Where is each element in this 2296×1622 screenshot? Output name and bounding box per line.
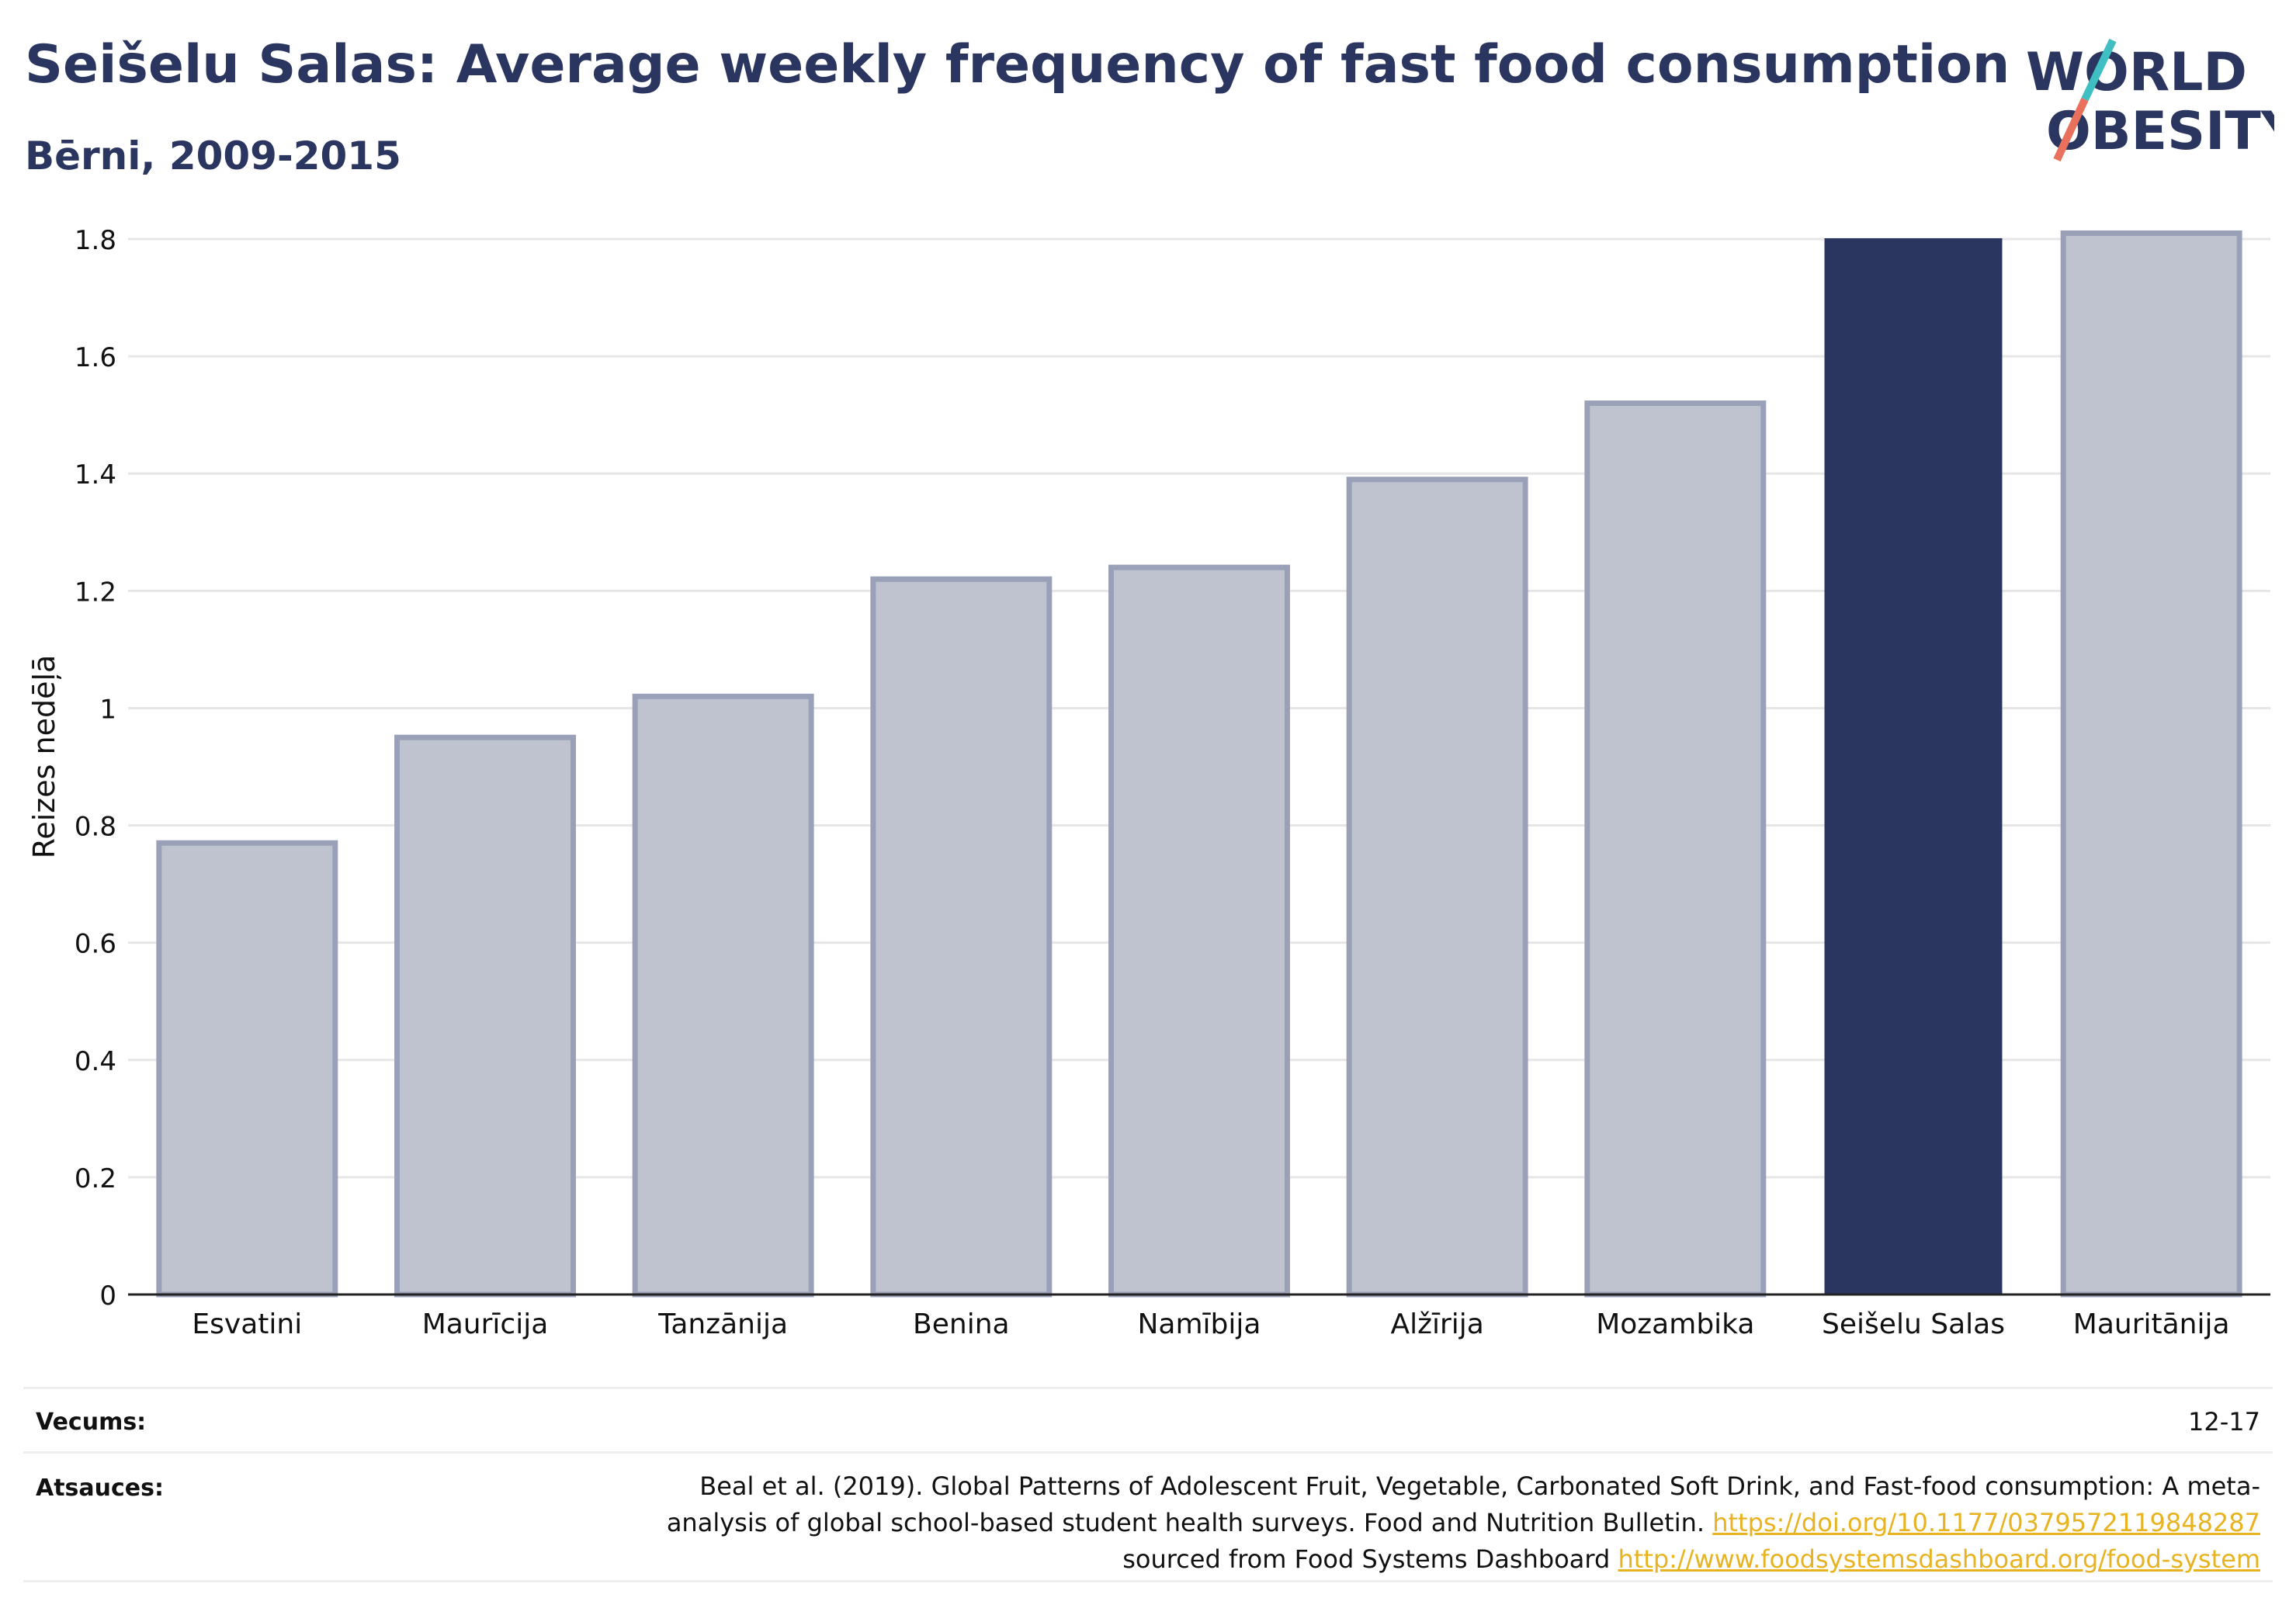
logo-graphic: WORLD OBESITY xyxy=(2026,38,2274,162)
age-value: 12-17 xyxy=(2188,1407,2260,1437)
bar-esvatini[interactable] xyxy=(156,840,338,1298)
x-tick-label: Maurīcija xyxy=(422,1308,549,1340)
sources-label: Atsauces: xyxy=(36,1475,164,1502)
x-tick-label: Benina xyxy=(913,1308,1010,1340)
y-tick-label: 0.8 xyxy=(75,812,116,843)
chart-title: Seišelu Salas: Average weekly frequency … xyxy=(25,34,2010,95)
y-tick-label: 1.2 xyxy=(75,577,116,608)
footer-divider-middle xyxy=(23,1451,2273,1454)
y-tick-label: 0.6 xyxy=(75,929,116,960)
x-tick-label: Alžīrija xyxy=(1390,1308,1483,1340)
bar-tanzānija[interactable] xyxy=(632,693,814,1298)
bar-seišelu-salas[interactable] xyxy=(1824,238,2003,1295)
bar-benina[interactable] xyxy=(870,576,1053,1298)
world-obesity-logo: WORLD OBESITY xyxy=(2018,34,2274,166)
footer-divider-bottom xyxy=(23,1580,2273,1582)
chart-subtitle: Bērni, 2009-2015 xyxy=(25,133,401,178)
bar-alžīrija[interactable] xyxy=(1346,477,1528,1298)
bars xyxy=(156,230,2242,1298)
x-tick-label: Mozambika xyxy=(1596,1308,1754,1340)
logo-slash-teal xyxy=(2081,38,2117,102)
y-tick-label: 0.4 xyxy=(75,1046,116,1077)
sources-link-doi[interactable]: https://doi.org/10.1177/0379572119848287 xyxy=(1712,1508,2260,1537)
bar-maurīcija[interactable] xyxy=(394,734,576,1298)
y-tick-label: 0.2 xyxy=(75,1163,116,1194)
x-tick-label: Esvatini xyxy=(192,1308,302,1340)
age-label: Vecums: xyxy=(36,1409,147,1436)
y-tick-label: 1.4 xyxy=(75,459,116,490)
y-axis-label: Reizes nedēļā xyxy=(27,655,61,859)
x-tick-label: Namībija xyxy=(1138,1308,1261,1340)
bar-mauritānija[interactable] xyxy=(2060,230,2242,1298)
bar-mozambika[interactable] xyxy=(1584,400,1767,1298)
sources-link-dashboard[interactable]: http://www.foodsystemsdashboard.org/food… xyxy=(1618,1544,2260,1574)
bar-chart: 0 0.2 0.4 0.6 0.8 1 1.2 1.4 1.6 1.8 Esvatini Maurīc… xyxy=(27,225,2270,1340)
y-tick-label: 0 xyxy=(99,1281,116,1312)
footer-divider-top xyxy=(23,1387,2273,1389)
logo-line2: OBESITY xyxy=(2046,101,2274,162)
x-tick-label: Tanzānija xyxy=(657,1308,788,1340)
bar-namībija[interactable] xyxy=(1108,564,1290,1298)
axes: 0 0.2 0.4 0.6 0.8 1 1.2 1.4 1.6 1.8 Esvatini Maurīc… xyxy=(75,225,2270,1340)
x-tick-label: Mauritānija xyxy=(2073,1308,2230,1340)
y-tick-label: 1.8 xyxy=(75,225,116,256)
logo-slash-coral xyxy=(2053,97,2089,162)
logo-line1: WORLD xyxy=(2026,42,2247,103)
y-tick-label: 1 xyxy=(99,694,116,725)
x-tick-label: Seišelu Salas xyxy=(1822,1308,2005,1340)
sources-text: Beal et al. (2019). Global Patterns of A… xyxy=(630,1468,2260,1578)
y-tick-label: 1.6 xyxy=(75,342,116,373)
sources-text-part2: sourced from Food Systems Dashboard xyxy=(1122,1544,1618,1574)
sources-text-part1: Beal et al. (2019). Global Patterns of A… xyxy=(666,1471,2260,1537)
